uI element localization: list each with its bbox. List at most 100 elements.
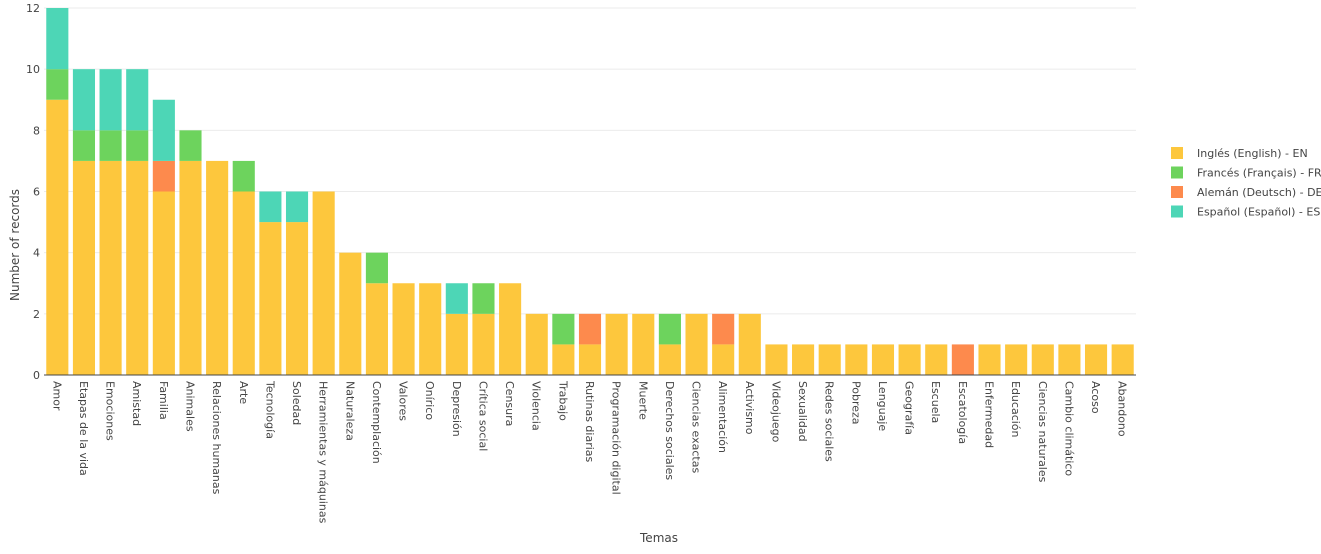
bar-segment[interactable]	[72, 130, 96, 161]
x-tick-label: Etapas de la vida	[77, 381, 90, 476]
bar-segment[interactable]	[1111, 344, 1134, 375]
bar-segment[interactable]	[552, 344, 575, 375]
x-tick-label: Lenguaje	[876, 381, 889, 431]
x-tick-label: Herramientas y máquinas	[317, 381, 330, 524]
bar-segment[interactable]	[46, 69, 69, 100]
bar-segment[interactable]	[365, 252, 388, 284]
x-tick-label: Programación digital	[610, 381, 623, 495]
x-tick-label: Cambio climático	[1062, 381, 1075, 476]
bar-segment[interactable]	[472, 283, 495, 314]
x-tick-label: Crítica social	[476, 381, 489, 451]
bar-segment[interactable]	[792, 344, 815, 375]
bar-segment[interactable]	[126, 130, 149, 161]
x-tick-label: Arte	[237, 381, 250, 404]
bar-segment[interactable]	[152, 160, 175, 192]
x-tick-label: Muerte	[636, 381, 649, 420]
bar-segment[interactable]	[712, 344, 735, 375]
bar-segment[interactable]	[259, 191, 282, 223]
bar-segment[interactable]	[312, 191, 335, 376]
bar-segment[interactable]	[578, 344, 602, 375]
legend-label: Francés (Français) - FR	[1197, 167, 1321, 180]
x-tick-label: Ciencias exactas	[690, 381, 703, 473]
y-tick-label: 4	[33, 247, 40, 260]
bar-segment[interactable]	[285, 191, 309, 223]
bar-segment[interactable]	[765, 344, 788, 375]
x-tick-label: Activismo	[743, 381, 756, 435]
bar-segment[interactable]	[1084, 344, 1108, 375]
bar-segment[interactable]	[712, 313, 735, 345]
bar-segment[interactable]	[72, 69, 96, 131]
bar-segment[interactable]	[99, 130, 122, 161]
bar-segment[interactable]	[206, 160, 229, 375]
x-tick-label: Redes sociales	[823, 381, 836, 462]
bars	[46, 8, 1134, 376]
axes: 0 2 4 6 8 10 12 Amor Etapas de la vida Emociones A…	[26, 2, 1136, 524]
bar-segment[interactable]	[445, 313, 468, 375]
bar-segment[interactable]	[658, 344, 681, 375]
bar-segment[interactable]	[99, 69, 122, 131]
bar-segment[interactable]	[126, 69, 149, 131]
x-tick-label: Censura	[503, 381, 516, 426]
x-tick-label: Rutinas diarias	[583, 381, 596, 463]
bar-segment[interactable]	[499, 283, 522, 375]
x-tick-label: Escuela	[929, 381, 942, 423]
bar-segment[interactable]	[285, 222, 309, 375]
x-tick-label: Amor	[50, 381, 63, 411]
bar-segment[interactable]	[472, 313, 495, 375]
bar-segment[interactable]	[685, 313, 708, 375]
x-tick-label: Pobreza	[849, 381, 862, 425]
y-tick-label: 10	[26, 63, 40, 76]
x-tick-label: Videojuego	[769, 381, 782, 443]
x-tick-label: Sexualidad	[796, 381, 809, 442]
bar-segment[interactable]	[605, 313, 628, 375]
bar-segment[interactable]	[126, 160, 149, 375]
x-tick-label: Depresión	[450, 381, 463, 437]
x-tick-label: Onírico	[423, 381, 436, 420]
x-tick-label: Familia	[157, 381, 170, 420]
bar-segment[interactable]	[179, 130, 202, 161]
x-tick-label: Tecnología	[263, 380, 276, 439]
legend-swatch	[1171, 166, 1183, 179]
bar-segment[interactable]	[232, 160, 255, 192]
bar-segment[interactable]	[925, 344, 948, 375]
bar-segment[interactable]	[179, 160, 202, 375]
x-tick-label: Animales	[183, 381, 196, 432]
x-tick-label: Valores	[397, 381, 410, 421]
bar-segment[interactable]	[152, 191, 175, 376]
bar-segment[interactable]	[445, 283, 468, 314]
bar-segment[interactable]	[46, 99, 69, 375]
bar-segment[interactable]	[738, 313, 761, 375]
bar-segment[interactable]	[978, 344, 1001, 375]
bar-segment[interactable]	[632, 313, 655, 375]
bar-segment[interactable]	[232, 191, 255, 376]
bar-segment[interactable]	[72, 160, 96, 375]
x-tick-label: Geografía	[903, 381, 916, 435]
bar-segment[interactable]	[552, 313, 575, 345]
x-tick-label: Alimentación	[716, 381, 729, 453]
bar-segment[interactable]	[365, 283, 388, 375]
bar-segment[interactable]	[845, 344, 868, 375]
bar-segment[interactable]	[46, 8, 69, 70]
x-tick-label: Educación	[1009, 381, 1022, 438]
bar-segment[interactable]	[339, 252, 362, 375]
legend-label: Inglés (English) - EN	[1197, 147, 1308, 160]
bar-segment[interactable]	[259, 222, 282, 375]
bar-segment[interactable]	[951, 344, 974, 375]
bar-segment[interactable]	[578, 313, 602, 345]
bar-segment[interactable]	[152, 99, 175, 161]
bar-segment[interactable]	[898, 344, 921, 375]
bar-segment[interactable]	[419, 283, 442, 375]
legend-label: Español (Español) - ES	[1197, 206, 1320, 219]
bar-segment[interactable]	[1058, 344, 1081, 375]
bar-segment[interactable]	[525, 313, 548, 375]
bar-segment[interactable]	[871, 344, 895, 375]
bar-segment[interactable]	[1031, 344, 1054, 375]
bar-segment[interactable]	[658, 313, 681, 345]
x-tick-label: Escatología	[956, 381, 969, 444]
x-tick-label: Trabajo	[556, 380, 569, 421]
bar-segment[interactable]	[392, 283, 415, 375]
bar-segment[interactable]	[1005, 344, 1028, 375]
bar-segment[interactable]	[99, 160, 122, 375]
bar-segment[interactable]	[818, 344, 841, 375]
